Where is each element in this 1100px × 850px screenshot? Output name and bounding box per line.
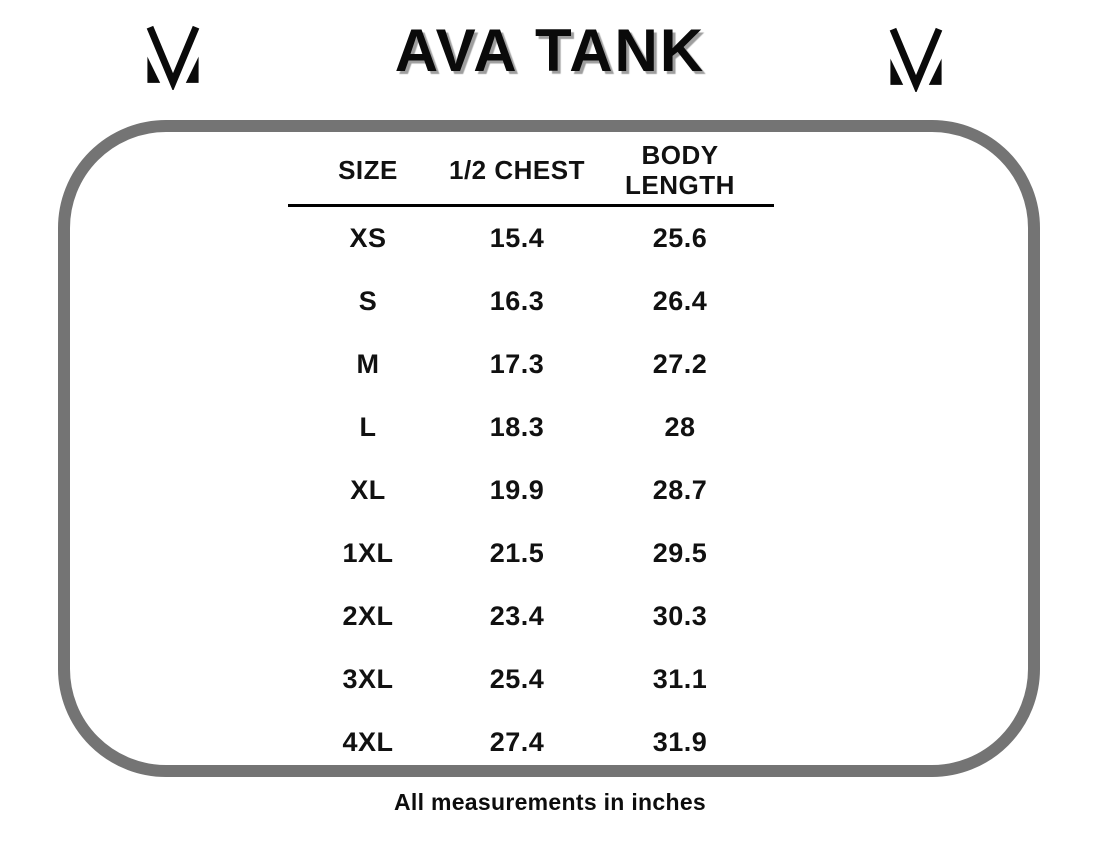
table-body: XS 15.4 25.6 S 16.3 26.4 M 17.3 27.2 L 18.3 28 XL 19.… [288, 207, 774, 774]
table-row: XS 15.4 25.6 [288, 207, 774, 270]
measurement-value: 26.4 [652, 286, 708, 316]
measurements-note: All measurements in inches [393, 789, 707, 815]
m-logo-icon [146, 25, 200, 90]
measurement-value: 27.2 [652, 349, 708, 379]
size-chart-table: SIZE 1/2 CHEST BODY LENGTH XS 15.4 25.6 S 16… [288, 139, 774, 774]
size-label: XS [349, 223, 387, 253]
table-row: S 16.3 26.4 [288, 270, 774, 333]
table-row: M 17.3 27.2 [288, 333, 774, 396]
rounded-frame [58, 120, 1040, 777]
table-row: 1XL 21.5 29.5 [288, 522, 774, 585]
m-logo-icon [889, 27, 943, 92]
table-row: 2XL 23.4 30.3 [288, 585, 774, 648]
measurement-value: 31.9 [652, 727, 708, 757]
brand-m-logo-right [884, 24, 948, 92]
brand-m-logo-left [141, 22, 205, 90]
page-title: AVA TANK [394, 17, 706, 84]
measurement-value: 28 [664, 412, 696, 442]
measurement-value: 29.5 [652, 538, 708, 568]
size-label: 4XL [342, 727, 394, 757]
table-row: L 18.3 28 [288, 396, 774, 459]
size-label: 1XL [342, 538, 394, 568]
header-underline [288, 204, 774, 207]
size-label: L [359, 412, 377, 442]
table-header-row: SIZE 1/2 CHEST BODY LENGTH [288, 139, 774, 203]
measurement-value: 31.1 [652, 664, 708, 694]
measurement-value: 18.3 [489, 412, 545, 442]
measurement-value: 30.3 [652, 601, 708, 631]
column-header-body-length-wrap: BODY LENGTH [586, 140, 774, 201]
measurement-value: 16.3 [489, 286, 545, 316]
size-label: M [356, 349, 380, 379]
table-row: XL 19.9 28.7 [288, 459, 774, 522]
column-header-half-chest: 1/2 CHEST [449, 155, 585, 186]
size-label: 2XL [342, 601, 394, 631]
measurement-value: 28.7 [652, 475, 708, 505]
size-label: 3XL [342, 664, 394, 694]
measurement-value: 25.4 [489, 664, 545, 694]
measurement-value: 17.3 [489, 349, 545, 379]
measurement-value: 27.4 [489, 727, 545, 757]
measurement-value: 19.9 [489, 475, 545, 505]
size-label: XL [350, 475, 386, 505]
measurement-value: 21.5 [489, 538, 545, 568]
measurement-value: 15.4 [489, 223, 545, 253]
measurement-value: 23.4 [489, 601, 545, 631]
table-row: 4XL 27.4 31.9 [288, 711, 774, 774]
size-label: S [358, 286, 378, 316]
table-row: 3XL 25.4 31.1 [288, 648, 774, 711]
column-header-size: SIZE [338, 155, 398, 186]
measurement-value: 25.6 [652, 223, 708, 253]
column-header-body-length: BODY LENGTH [625, 140, 735, 200]
